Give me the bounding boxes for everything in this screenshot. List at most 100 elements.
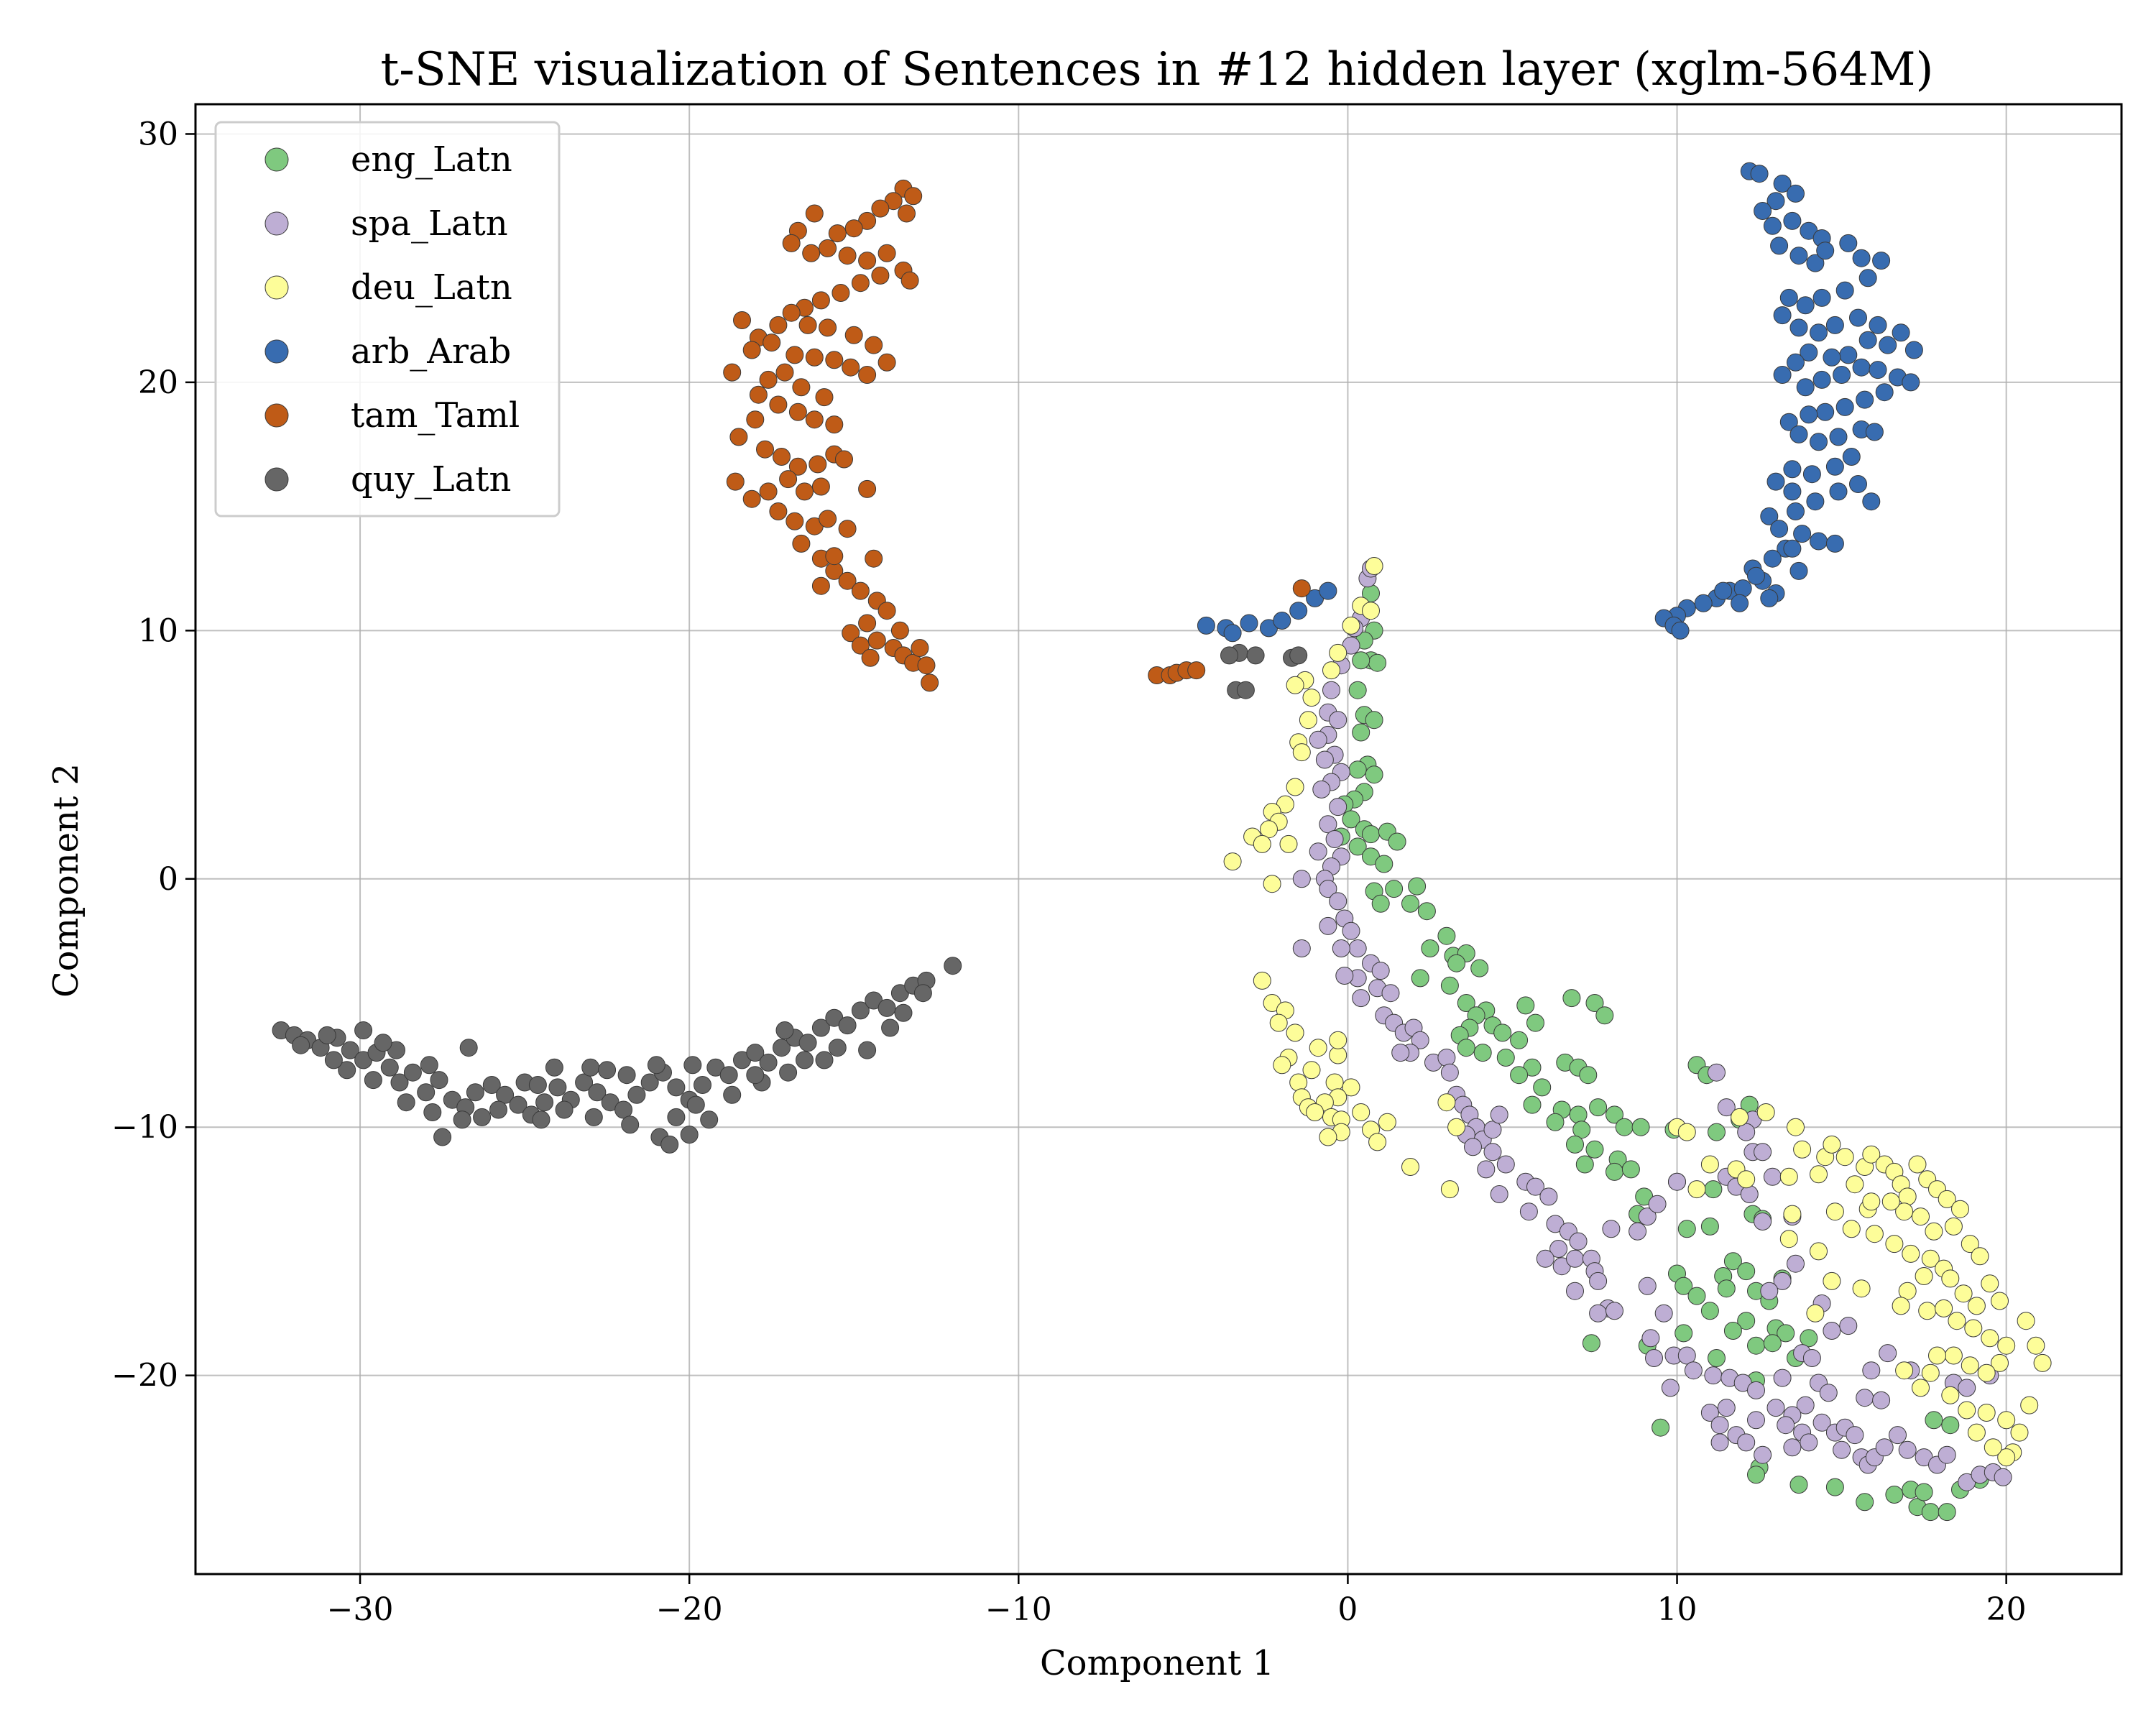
data-point (1566, 1282, 1584, 1300)
data-point (944, 957, 962, 975)
data-point (1638, 1208, 1657, 1226)
data-point (1651, 1418, 1670, 1437)
data-point (1319, 581, 1337, 600)
data-point (1348, 837, 1367, 856)
data-point (1447, 954, 1466, 972)
data-point (769, 316, 788, 334)
data-point (1582, 1334, 1600, 1353)
data-point (1787, 1118, 1805, 1136)
data-point (1961, 1356, 1979, 1375)
data-point (1789, 1476, 1808, 1494)
data-point (898, 204, 916, 223)
y-tick-label: 30 (138, 116, 178, 152)
data-point (1783, 1205, 1802, 1223)
data-point (921, 673, 939, 692)
legend-item: tam_Taml (264, 395, 520, 436)
data-point (1223, 624, 1242, 643)
data-point (1352, 723, 1370, 742)
data-point (1783, 482, 1802, 501)
data-point (1440, 1180, 1459, 1199)
data-point (1981, 1329, 1999, 1348)
data-point (390, 1073, 409, 1092)
data-point (1941, 1416, 1960, 1435)
data-point (354, 1021, 373, 1039)
data-point (815, 388, 834, 407)
data-point (1967, 1423, 1986, 1442)
data-point (1921, 1503, 1940, 1522)
data-point (913, 984, 932, 1003)
data-point (1944, 1346, 1963, 1365)
data-point (1437, 1049, 1456, 1067)
data-point (1925, 1222, 1943, 1241)
data-point (1787, 1254, 1805, 1273)
data-point (683, 1056, 702, 1075)
data-point (805, 204, 824, 223)
data-point (1286, 1024, 1304, 1042)
data-point (338, 1061, 356, 1080)
data-point (584, 1108, 603, 1126)
data-point (1766, 1399, 1785, 1417)
data-point (430, 1071, 448, 1090)
data-point (1825, 1478, 1844, 1496)
data-point (1526, 1013, 1544, 1032)
data-point (364, 1071, 382, 1090)
data-point (1566, 1249, 1584, 1268)
data-point (756, 440, 774, 459)
data-point (1951, 1200, 1969, 1218)
data-point (769, 502, 788, 520)
data-point (1731, 594, 1749, 612)
data-point (1856, 1389, 1874, 1407)
data-point (1777, 1324, 1795, 1343)
data-point (851, 581, 870, 600)
data-point (1783, 1438, 1802, 1457)
data-point (769, 395, 788, 414)
data-point (1269, 1013, 1288, 1032)
data-point (1833, 366, 1851, 384)
data-point (1865, 423, 1884, 441)
data-point (1760, 1282, 1779, 1300)
data-point (1806, 1304, 1825, 1322)
data-point (881, 1018, 900, 1037)
data-point (819, 318, 837, 337)
data-point (420, 1056, 438, 1075)
data-point (1714, 581, 1733, 600)
data-point (858, 614, 877, 632)
data-point (1674, 1324, 1693, 1343)
data-point (844, 219, 863, 238)
data-point (719, 1066, 738, 1085)
data-point (1783, 211, 1802, 230)
data-point (1842, 1220, 1861, 1238)
data-point (865, 336, 883, 354)
data-point (1921, 1363, 1940, 1382)
data-point (1921, 1249, 1940, 1268)
data-point (1440, 1063, 1459, 1082)
data-point (1628, 1222, 1647, 1241)
data-point (746, 1066, 765, 1085)
data-point (1329, 892, 1348, 911)
data-point (1523, 1095, 1542, 1114)
data-point (1546, 1113, 1565, 1131)
data-point (811, 477, 830, 496)
x-tick-label: −30 (327, 1591, 394, 1628)
data-point (1763, 549, 1782, 568)
y-tick-label: 0 (158, 861, 178, 898)
data-point (773, 1039, 791, 1057)
data-point (1352, 1103, 1370, 1121)
data-point (1723, 1322, 1742, 1340)
data-point (1902, 373, 1920, 392)
data-point (1572, 1121, 1591, 1139)
data-point (1606, 1105, 1623, 1124)
data-point (1579, 1066, 1598, 1085)
y-tick-label: 10 (138, 612, 178, 649)
data-point (433, 1128, 452, 1146)
data-point (640, 1073, 659, 1092)
data-point (292, 1036, 310, 1054)
data-point (1915, 1483, 1933, 1501)
data-point (1391, 1044, 1410, 1062)
data-point (1447, 1118, 1466, 1136)
data-point (1852, 358, 1871, 377)
data-point (2010, 1423, 2029, 1442)
data-point (1858, 269, 1877, 288)
axis-ticks: −30 −20 −10 0 10 20 −20 −10 0 10 20 30 (111, 116, 2027, 1628)
data-point (1898, 1440, 1917, 1459)
